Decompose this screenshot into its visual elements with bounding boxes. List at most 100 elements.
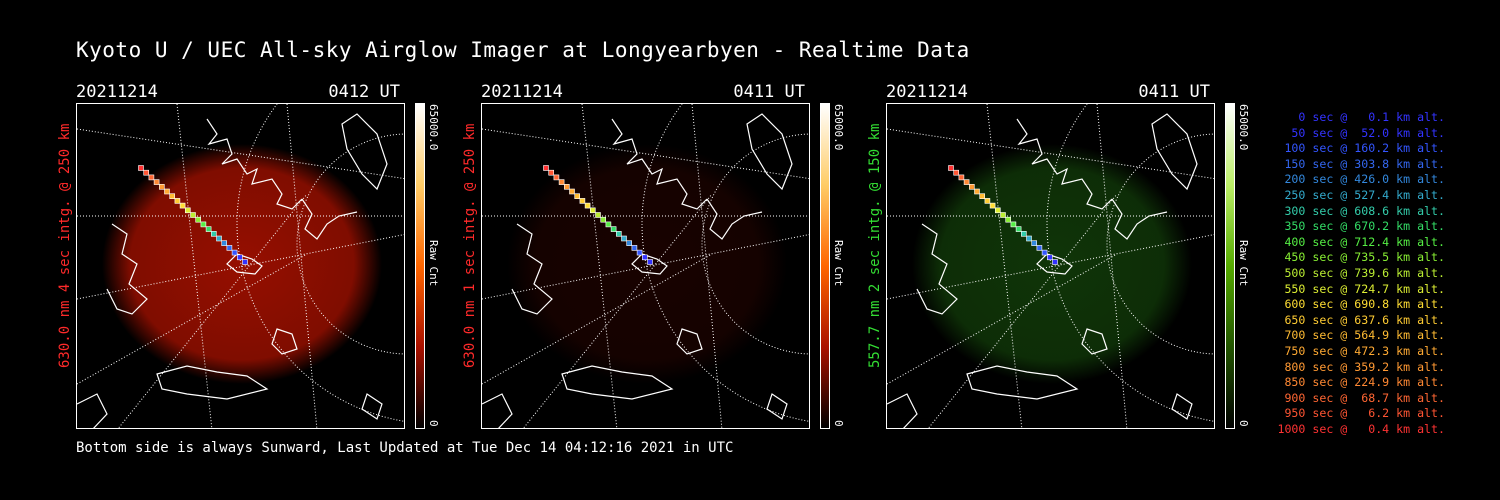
coastline <box>1016 118 1113 210</box>
panel-2-date: 20211214 <box>481 82 563 102</box>
legend-entry: 100 sec @ 160.2 km alt. <box>1277 141 1445 156</box>
trajectory-marker <box>242 259 248 265</box>
panel-3-side-label: 557.7 nm 2 sec intg. @ 150 km <box>867 123 883 368</box>
panel-2-cbar-max: 65000.0 <box>832 104 845 151</box>
trajectory-marker <box>216 235 222 242</box>
coastline <box>1111 198 1168 240</box>
trajectory-marker <box>211 231 217 237</box>
coastline <box>966 365 1079 400</box>
airglow-emission <box>507 144 787 384</box>
coastline <box>1081 328 1108 355</box>
panel-3-cbar-unit: Raw Cnt <box>1237 240 1250 287</box>
trajectory-marker <box>221 240 227 246</box>
coastline <box>77 393 108 428</box>
legend-entry: 500 sec @ 739.6 km alt. <box>1277 265 1445 280</box>
panel-2-cbar-unit: Raw Cnt <box>832 240 845 287</box>
meridian-line <box>77 234 404 300</box>
trajectory-marker <box>647 259 653 265</box>
trajectory-marker <box>553 174 560 181</box>
footer-status: Bottom side is always Sunward, Last Upda… <box>76 440 734 456</box>
trajectory-marker <box>626 240 632 246</box>
panel-3-time: 0411 UT <box>1138 82 1210 102</box>
coastline <box>631 253 668 275</box>
legend-entry: 300 sec @ 608.6 km alt. <box>1277 203 1445 218</box>
trajectory-marker <box>169 193 175 199</box>
trajectory-marker <box>138 165 144 171</box>
legend-entry: 750 sec @ 472.3 km alt. <box>1277 343 1445 358</box>
panel-1-colorbar <box>415 103 425 429</box>
panel-1-side-label: 630.0 nm 4 sec intg. @ 250 km <box>57 123 73 368</box>
trajectory-marker <box>963 179 970 185</box>
legend-entry: 350 sec @ 670.2 km alt. <box>1277 219 1445 234</box>
meridian-line <box>927 193 1118 428</box>
trajectory-marker <box>958 174 965 181</box>
panel-3-date: 20211214 <box>886 82 968 102</box>
trajectory-marker <box>164 188 170 195</box>
meridian-line <box>887 253 1118 385</box>
airglow-emission <box>102 144 382 384</box>
airglow-emission <box>912 144 1192 384</box>
legend-entry: 550 sec @ 724.7 km alt. <box>1277 281 1445 296</box>
trajectory-marker <box>595 212 601 218</box>
trajectory-marker <box>1036 245 1043 251</box>
legend-entry: 900 sec @ 68.7 km alt. <box>1277 390 1445 405</box>
page-title: Kyoto U / UEC All-sky Airglow Imager at … <box>76 38 970 62</box>
panel-2-time: 0411 UT <box>733 82 805 102</box>
coastline <box>766 393 788 420</box>
trajectory-marker <box>558 179 565 185</box>
trajectory-marker <box>1026 235 1032 242</box>
panel-3-cbar-max: 65000.0 <box>1237 104 1250 151</box>
trajectory-marker <box>148 174 155 181</box>
panel-2-colorbar <box>820 103 830 429</box>
coastline <box>301 198 358 240</box>
legend-entry: 150 sec @ 303.8 km alt. <box>1277 156 1445 171</box>
trajectory-marker <box>190 212 196 218</box>
coastline <box>106 223 148 315</box>
trajectory-marker <box>584 202 591 209</box>
legend-entry: 700 sec @ 564.9 km alt. <box>1277 328 1445 343</box>
coastline <box>226 253 263 275</box>
trajectory-marker <box>590 207 596 214</box>
panel-3-colorbar <box>1225 103 1235 429</box>
trajectory-marker <box>1015 226 1022 232</box>
legend-entry: 400 sec @ 712.4 km alt. <box>1277 234 1445 249</box>
trajectory-marker <box>569 188 575 195</box>
coastline <box>482 393 513 428</box>
latitude-circle <box>701 133 809 355</box>
latitude-circle <box>1106 133 1214 355</box>
trajectory-marker <box>636 249 643 256</box>
latitude-circle <box>296 133 404 355</box>
trajectory-marker <box>200 221 207 228</box>
legend-entry: 250 sec @ 527.4 km alt. <box>1277 187 1445 202</box>
coastline <box>1171 393 1193 420</box>
trajectory-marker <box>989 202 996 209</box>
legend-entry: 0 sec @ 0.1 km alt. <box>1277 110 1445 124</box>
trajectory-marker <box>621 235 627 242</box>
meridian-line <box>986 104 1023 428</box>
meridian-line <box>117 193 308 428</box>
coastline <box>706 198 763 240</box>
coastline <box>206 118 303 210</box>
trajectory-marker <box>579 198 586 204</box>
trajectory-marker <box>600 216 606 223</box>
trajectory-marker <box>605 221 612 228</box>
coastline <box>611 118 708 210</box>
coastline <box>1151 113 1198 191</box>
panel-2-cbar-min: 0 <box>832 420 845 427</box>
panel-3-image <box>886 103 1215 429</box>
legend-entry: 1000 sec @ 0.4 km alt. <box>1277 421 1445 436</box>
legend-entry: 850 sec @ 224.9 km alt. <box>1277 375 1445 390</box>
trajectory-marker <box>616 231 622 237</box>
trajectory-marker <box>969 184 975 190</box>
coastline <box>341 113 388 191</box>
panel-3-cbar-min: 0 <box>1237 420 1250 427</box>
trajectory-marker <box>1031 240 1037 246</box>
legend-entry: 200 sec @ 426.0 km alt. <box>1277 172 1445 187</box>
legend-entry: 600 sec @ 690.8 km alt. <box>1277 297 1445 312</box>
trajectory-marker <box>1000 212 1006 218</box>
panel-1-cbar-unit: Raw Cnt <box>427 240 440 287</box>
trajectory-marker <box>143 169 149 176</box>
coastline <box>746 113 793 191</box>
trajectory-marker <box>974 188 980 195</box>
trajectory-marker <box>1010 221 1017 228</box>
